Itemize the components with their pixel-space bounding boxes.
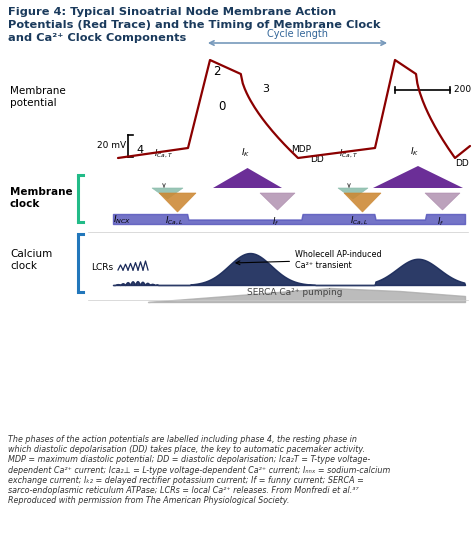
Text: $I_{Ca,L}$: $I_{Ca,L}$: [350, 215, 368, 227]
Polygon shape: [373, 166, 463, 188]
Text: DD: DD: [455, 158, 469, 168]
Text: Potentials (Red Trace) and the Timing of Membrane Clock: Potentials (Red Trace) and the Timing of…: [8, 20, 381, 30]
Text: Cycle length: Cycle length: [267, 29, 328, 39]
Polygon shape: [152, 188, 183, 199]
Text: exchange current; Iₖ₂ = delayed rectifier potassium current; If = funny current;: exchange current; Iₖ₂ = delayed rectifie…: [8, 476, 364, 485]
Text: Figure 4: Typical Sinoatrial Node Membrane Action: Figure 4: Typical Sinoatrial Node Membra…: [8, 7, 336, 17]
Text: Wholecell AP-induced
Ca²⁺ transient: Wholecell AP-induced Ca²⁺ transient: [236, 250, 382, 270]
Polygon shape: [338, 188, 368, 199]
Text: MDP = maximum diastolic potential; DD = diastolic depolarisation; Ica₂T = T-type: MDP = maximum diastolic potential; DD = …: [8, 455, 370, 464]
Text: DD: DD: [310, 155, 324, 163]
Text: and Ca²⁺ Clock Components: and Ca²⁺ Clock Components: [8, 33, 186, 43]
Text: $I_f$: $I_f$: [438, 215, 445, 228]
Text: The phases of the action potentials are labelled including phase 4, the resting : The phases of the action potentials are …: [8, 435, 357, 444]
Text: 2: 2: [213, 65, 220, 78]
Text: $I_{NCX}$: $I_{NCX}$: [113, 214, 131, 226]
Text: 4: 4: [136, 145, 143, 155]
Text: $I_{Ca,T}$: $I_{Ca,T}$: [155, 148, 173, 160]
Polygon shape: [344, 193, 381, 212]
Text: Membrane
clock: Membrane clock: [10, 187, 73, 209]
Text: Membrane
potential: Membrane potential: [10, 86, 66, 108]
Text: Calcium
clock: Calcium clock: [10, 249, 52, 271]
Text: 3: 3: [262, 84, 269, 94]
Text: dependent Ca²⁺ current; Ica₂⊥ = L-type voltage-dependent Ca²⁺ current; Iₙₙₓ = so: dependent Ca²⁺ current; Ica₂⊥ = L-type v…: [8, 466, 390, 475]
Text: $I_K$: $I_K$: [410, 146, 419, 158]
Text: which diastolic depolarisation (DD) takes place, the key to automatic pacemaker : which diastolic depolarisation (DD) take…: [8, 445, 365, 454]
Text: 20 mV: 20 mV: [97, 141, 126, 151]
Polygon shape: [425, 193, 460, 210]
Text: $I_{Ca,T}$: $I_{Ca,T}$: [339, 148, 358, 160]
Text: $I_{Ca,L}$: $I_{Ca,L}$: [165, 215, 183, 227]
Text: sarco-endoplasmic reticulum ATPase; LCRs = local Ca²⁺ releases. From Monfredi et: sarco-endoplasmic reticulum ATPase; LCRs…: [8, 486, 359, 495]
Text: $I_K$: $I_K$: [241, 146, 251, 159]
Text: $I_f$: $I_f$: [273, 215, 280, 228]
Text: Reproduced with permission from The American Physiological Society.: Reproduced with permission from The Amer…: [8, 496, 289, 505]
Text: 200 ms: 200 ms: [454, 85, 474, 95]
Text: LCRs: LCRs: [91, 262, 113, 272]
Polygon shape: [159, 193, 196, 212]
Polygon shape: [260, 193, 295, 210]
Text: SERCA Ca²⁺ pumping: SERCA Ca²⁺ pumping: [247, 288, 343, 297]
Text: 0: 0: [218, 100, 225, 113]
Polygon shape: [213, 168, 282, 188]
Text: MDP: MDP: [291, 146, 311, 155]
